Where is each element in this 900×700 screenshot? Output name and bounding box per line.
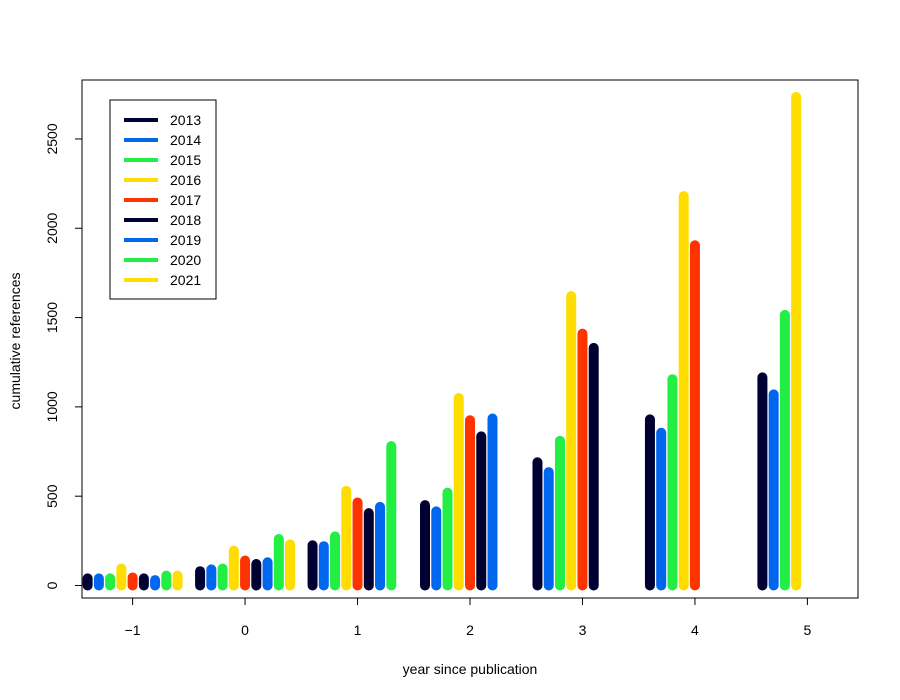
legend: 2013 2014 2015 2016 2017 2018 2019 2020 2021 <box>109 99 217 300</box>
x-tick-label: 5 <box>803 622 811 638</box>
y-tick-label: 2000 <box>44 212 60 243</box>
legend-label-2021: 2021 <box>170 272 201 288</box>
x-tick-label: 4 <box>691 622 699 638</box>
y-tick-label: 0 <box>44 581 60 589</box>
y-tick-label: 500 <box>44 484 60 508</box>
legend-label-2018: 2018 <box>170 212 201 228</box>
legend-label-2015: 2015 <box>170 152 201 168</box>
bars-layer <box>82 91 802 591</box>
y-tick-label: 2500 <box>44 123 60 154</box>
legend-label-2017: 2017 <box>170 192 201 208</box>
y-axis: 0 500 1000 1500 2000 2500 <box>44 123 83 589</box>
y-tick-label: 1000 <box>44 391 60 422</box>
x-tick-label: 3 <box>579 622 587 638</box>
legend-label-2016: 2016 <box>170 172 201 188</box>
legend-label-2020: 2020 <box>170 252 201 268</box>
x-tick-label: 2 <box>466 622 474 638</box>
legend-label-2013: 2013 <box>170 112 201 128</box>
legend-label-2019: 2019 <box>170 232 201 248</box>
y-tick-label: 1500 <box>44 302 60 333</box>
legend-label-2014: 2014 <box>170 132 201 148</box>
x-axis-title: year since publication <box>403 661 538 677</box>
y-axis-title: cumulative references <box>7 273 23 410</box>
x-tick-label: 0 <box>241 622 249 638</box>
x-tick-label: 1 <box>354 622 362 638</box>
x-tick-label: −1 <box>125 622 141 638</box>
x-axis: −1 0 1 2 3 4 5 <box>125 597 811 638</box>
